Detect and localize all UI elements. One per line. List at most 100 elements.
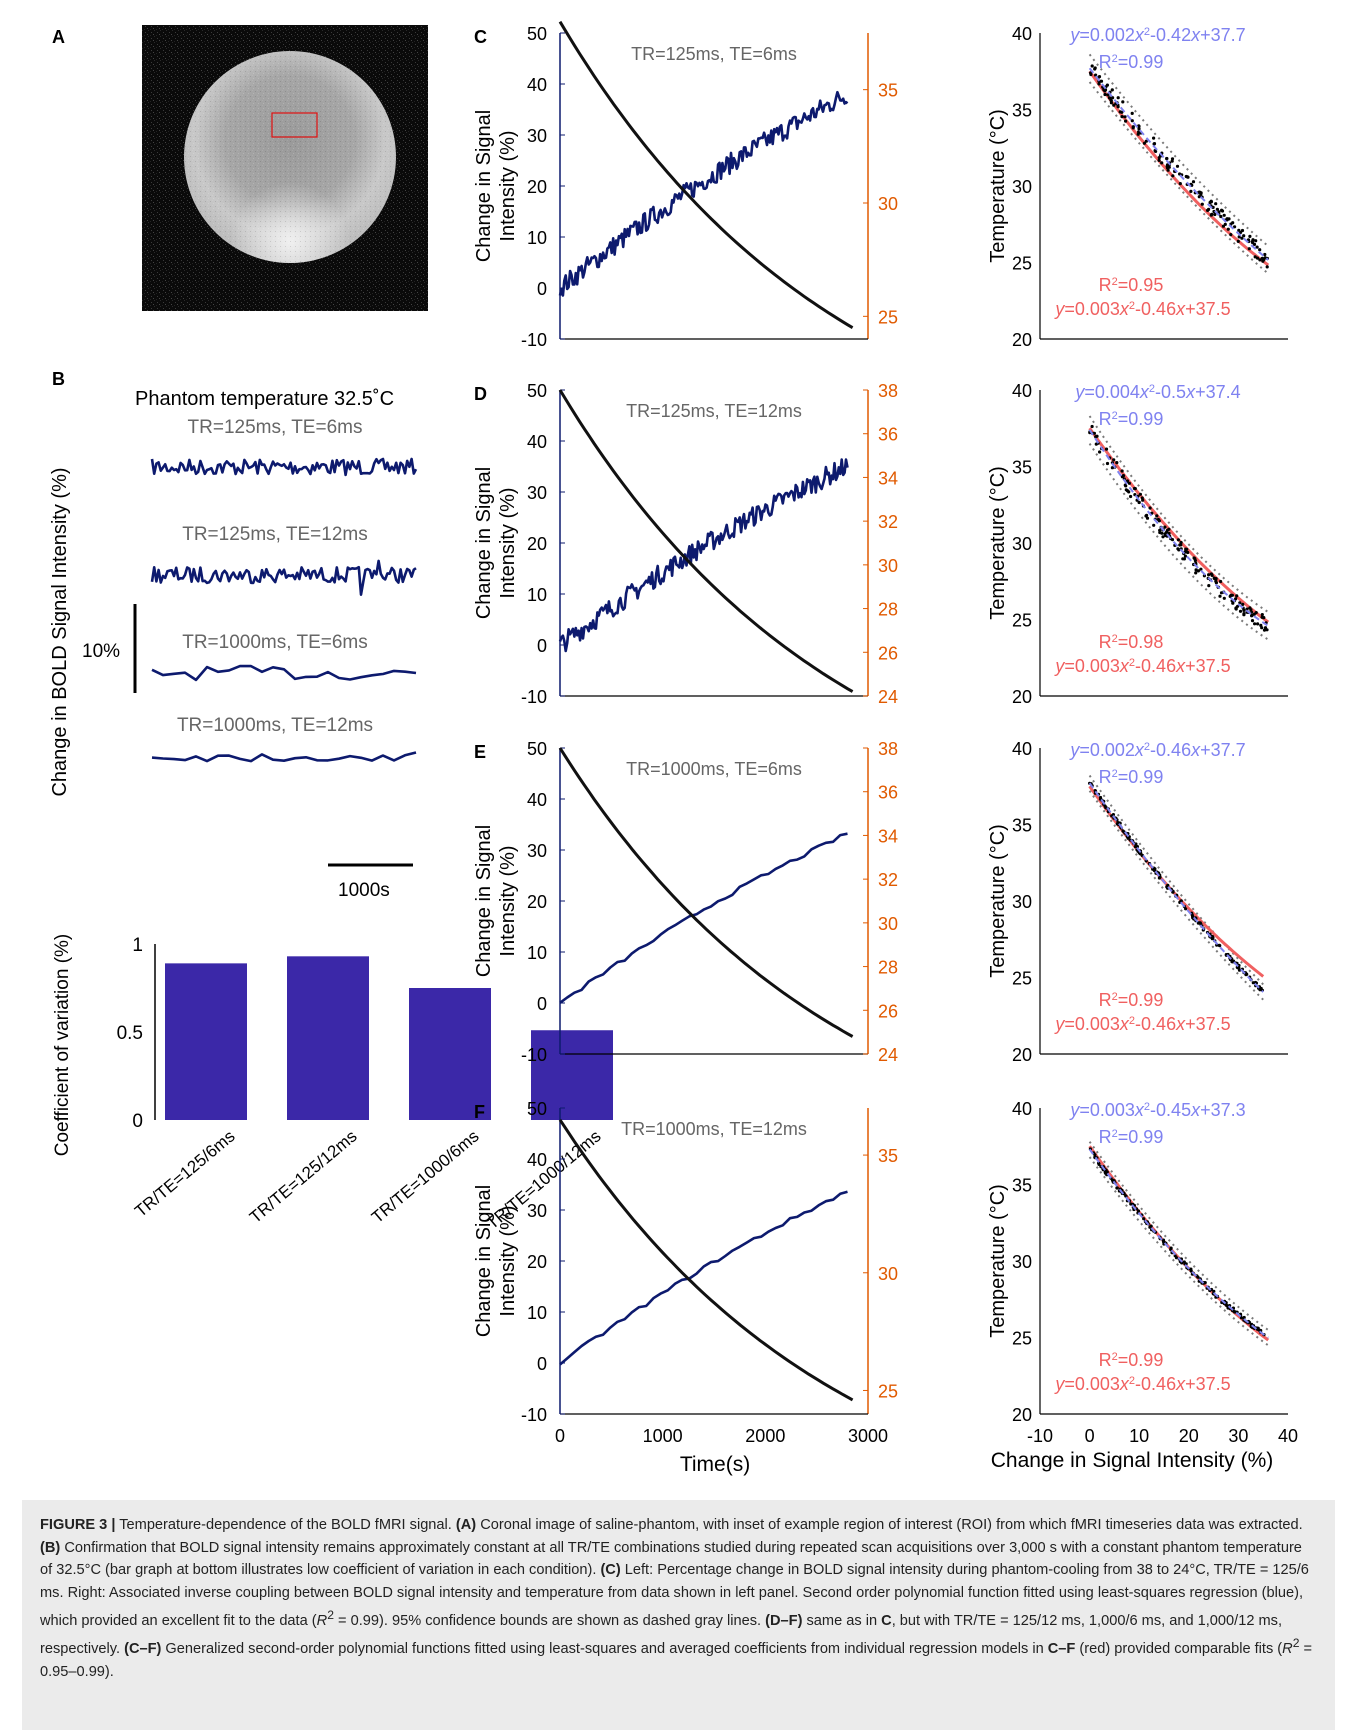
- equation-part: =: [1064, 1014, 1075, 1034]
- scatter-point: [1210, 937, 1214, 941]
- scatter-point: [1158, 875, 1162, 879]
- scatter-point: [1104, 447, 1109, 451]
- equation-part: -0.42: [1150, 25, 1191, 45]
- scatter-point: [1252, 612, 1256, 616]
- scatter-point: [1265, 265, 1269, 269]
- panel-c-letter: C: [474, 27, 487, 47]
- signal-tick-label: 40: [527, 1150, 547, 1170]
- scatter-point: [1148, 506, 1152, 510]
- scatter-point: [1179, 540, 1183, 545]
- scatter-point: [1182, 1260, 1186, 1264]
- equation-part: =: [1079, 740, 1090, 760]
- scatter-point: [1265, 628, 1269, 632]
- scatter-point: [1230, 960, 1234, 964]
- scatter-point: [1098, 795, 1103, 800]
- blue-fit-line: [1088, 429, 1269, 627]
- scatter-point: [1193, 557, 1197, 561]
- scatter-point: [1130, 119, 1134, 123]
- scatter-point: [1157, 158, 1161, 162]
- r2-exponent: 2: [1112, 633, 1118, 645]
- signal-tick-label: 0: [537, 279, 547, 299]
- scatter-point: [1238, 609, 1243, 613]
- equation-part: x: [1134, 740, 1145, 760]
- scatter-point: [1120, 115, 1124, 119]
- temperature-tick-label: 38: [878, 739, 898, 759]
- signal-tick-label: 40: [527, 432, 547, 452]
- r2-exponent: 2: [1112, 1351, 1118, 1363]
- scatter-point: [1163, 533, 1168, 538]
- equation-part: 2: [1129, 1015, 1135, 1027]
- scatter-point: [1121, 474, 1126, 478]
- equation-part: -0.46: [1135, 656, 1176, 676]
- equation-part: 2: [1129, 1375, 1135, 1387]
- scatter-point: [1112, 103, 1116, 107]
- scatter-point: [1253, 622, 1257, 626]
- fit-y-tick-label: 40: [1012, 381, 1032, 401]
- equation-part: 0.002: [1090, 25, 1135, 45]
- temperature-tick-label: 24: [878, 687, 898, 707]
- caption-r2-symbol: R: [316, 1612, 328, 1629]
- red-fit-r2: R2=0.95: [1099, 275, 1164, 295]
- red-fit-r2: R2=0.99: [1099, 1350, 1164, 1370]
- signal-axis-label-line1: Change in Signal: [473, 110, 495, 262]
- signal-tick-label: 30: [527, 483, 547, 503]
- r2-equals: =: [1118, 1350, 1129, 1370]
- scatter-point: [1231, 601, 1235, 605]
- scatter-point: [1207, 584, 1211, 588]
- scatter-point: [1121, 829, 1125, 833]
- signal-axis-label-line1: Change in Signal: [473, 1185, 495, 1337]
- scatter-point: [1222, 213, 1226, 217]
- scatter-point: [1120, 469, 1124, 473]
- scatter-point: [1138, 492, 1142, 496]
- blue-fit-line: [1088, 782, 1264, 993]
- scatter-point: [1116, 96, 1120, 100]
- r2-symbol: R: [1099, 275, 1112, 295]
- scatter-point: [1242, 1315, 1246, 1320]
- temperature-line: [558, 747, 854, 1038]
- scatter-point: [1090, 424, 1094, 429]
- scatter-point: [1258, 258, 1262, 262]
- scatter-point: [1129, 494, 1133, 499]
- scatter-point: [1170, 157, 1175, 161]
- scatter-point: [1255, 245, 1259, 249]
- signal-tick-label: 20: [527, 534, 547, 554]
- signal-tick-label: 10: [527, 585, 547, 605]
- roi-rectangle: [271, 112, 318, 138]
- r2-exponent: 2: [1112, 410, 1118, 422]
- fit-y-tick-label: 35: [1012, 816, 1032, 836]
- scatter-point: [1142, 141, 1146, 145]
- scatter-point: [1218, 594, 1222, 598]
- equation-part: +37.4: [1195, 382, 1241, 402]
- scatter-point: [1179, 543, 1183, 547]
- scatter-point: [1097, 82, 1101, 86]
- scatter-point: [1160, 531, 1164, 535]
- blue-fit-r2: R2=0.99: [1099, 52, 1164, 72]
- scatter-point: [1141, 498, 1145, 502]
- equation-part: x: [1190, 1100, 1201, 1120]
- scatter-point: [1191, 914, 1195, 919]
- scatter-point: [1263, 252, 1267, 257]
- scatter-point: [1137, 500, 1141, 505]
- fit-y-tick-label: 35: [1012, 1176, 1032, 1196]
- scatter-point: [1136, 132, 1140, 136]
- scatter-point: [1229, 233, 1233, 237]
- signal-tick-label: 0: [537, 994, 547, 1014]
- caption-figure-label: FIGURE 3 |: [40, 1517, 116, 1533]
- scatter-point: [1244, 973, 1248, 977]
- red-fit-r2: R2=0.99: [1099, 990, 1164, 1010]
- scatter-point: [1219, 214, 1223, 219]
- scatter-point: [1137, 127, 1141, 131]
- scatter-point: [1164, 530, 1169, 534]
- signal-axis-label-line2: Intensity (%): [497, 487, 519, 598]
- bar-y-tick-label: 1: [132, 935, 143, 956]
- ci-lower-line: [1088, 81, 1269, 275]
- signal-tick-label: -10: [521, 687, 547, 707]
- fit-y-tick-label: 40: [1012, 1099, 1032, 1119]
- scatter-point: [1110, 466, 1114, 470]
- r2-symbol: R: [1099, 1350, 1112, 1370]
- signal-tick-label: 50: [527, 739, 547, 759]
- equation-part: +37.5: [1185, 656, 1231, 676]
- scatter-point: [1115, 461, 1119, 465]
- signal-line: [559, 1190, 848, 1366]
- scatter-point: [1245, 607, 1249, 611]
